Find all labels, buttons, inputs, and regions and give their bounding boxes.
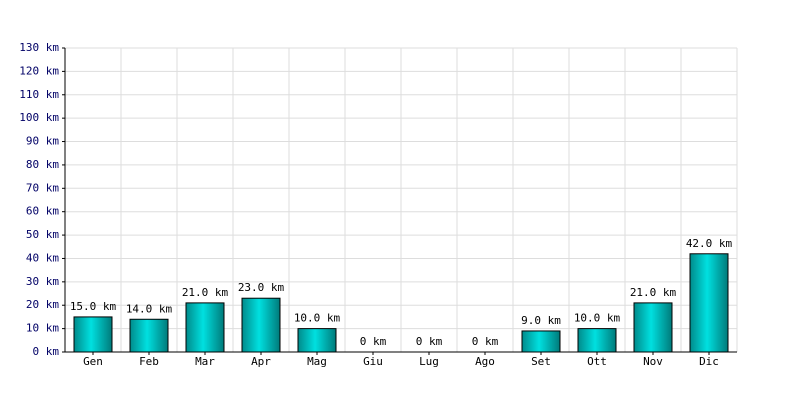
x-tick-label: Gen [83, 355, 103, 368]
bar [129, 318, 169, 353]
value-label: 21.0 km [182, 286, 229, 299]
y-tick-label: 0 km [33, 345, 60, 358]
y-tick-label: 100 km [19, 111, 59, 124]
y-tick-label: 40 km [26, 251, 59, 264]
value-label: 0 km [416, 335, 443, 348]
x-tick-label: Ago [475, 355, 495, 368]
y-tick-label: 130 km [19, 41, 59, 54]
bar [633, 302, 673, 353]
y-tick-label: 120 km [19, 64, 59, 77]
bar [73, 316, 113, 353]
y-tick-label: 20 km [26, 298, 59, 311]
y-tick-label: 30 km [26, 275, 59, 288]
y-tick-label: 90 km [26, 135, 59, 148]
y-tick-label: 110 km [19, 88, 59, 101]
x-tick-label: Ott [587, 355, 607, 368]
value-label: 9.0 km [521, 314, 561, 327]
value-label: 42.0 km [686, 237, 733, 250]
value-label: 23.0 km [238, 281, 285, 294]
bar [577, 328, 617, 353]
y-tick-label: 50 km [26, 228, 59, 241]
bar [521, 330, 561, 353]
x-tick-label: Apr [251, 355, 271, 368]
bar [185, 302, 225, 353]
value-label: 0 km [360, 335, 387, 348]
x-tick-label: Lug [419, 355, 439, 368]
x-tick-label: Nov [643, 355, 663, 368]
value-label: 15.0 km [70, 300, 117, 313]
y-tick-label: 70 km [26, 181, 59, 194]
value-label: 21.0 km [630, 286, 677, 299]
bar [689, 253, 729, 353]
x-tick-label: Feb [139, 355, 159, 368]
x-tick-label: Set [531, 355, 551, 368]
value-label: 14.0 km [126, 302, 173, 315]
x-tick-label: Dic [699, 355, 719, 368]
bar [241, 297, 281, 353]
y-tick-label: 60 km [26, 205, 59, 218]
x-tick-label: Mag [307, 355, 327, 368]
x-tick-label: Giu [363, 355, 383, 368]
value-label: 10.0 km [574, 312, 621, 325]
y-tick-label: 80 km [26, 158, 59, 171]
y-tick-label: 10 km [26, 322, 59, 335]
x-tick-label: Mar [195, 355, 215, 368]
value-label: 10.0 km [294, 312, 341, 325]
bar [297, 328, 337, 353]
value-label: 0 km [472, 335, 499, 348]
